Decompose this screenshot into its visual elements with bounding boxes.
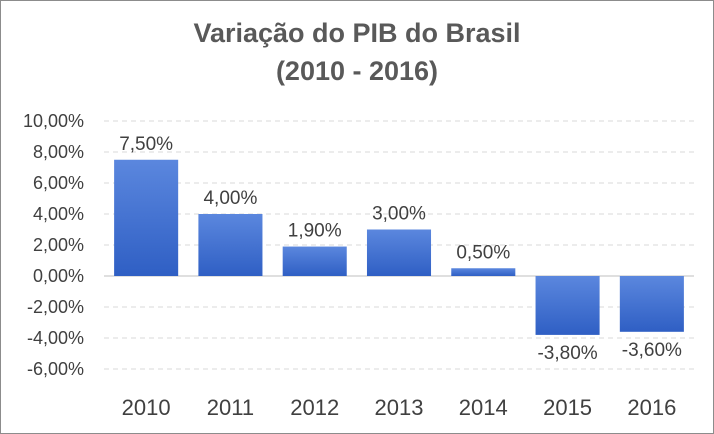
data-label: 1,90% xyxy=(288,221,342,242)
y-axis: 10,00% 8,00% 6,00% 4,00% 2,00% 0,00% -2,00% -4,… xyxy=(23,111,84,379)
y-tick-label: -6,00% xyxy=(27,359,84,379)
x-tick-label: 2011 xyxy=(207,395,254,420)
bars xyxy=(114,159,684,335)
bar-2013 xyxy=(366,229,432,276)
data-label: -3,80% xyxy=(537,343,597,364)
data-label: -3,60% xyxy=(622,340,682,361)
x-tick-label: 2016 xyxy=(627,395,676,420)
y-tick-label: -2,00% xyxy=(27,297,84,317)
x-tick-label: 2015 xyxy=(543,395,592,420)
x-tick-label: 2010 xyxy=(122,395,171,420)
data-label: 4,00% xyxy=(203,188,257,209)
y-tick-label: 4,00% xyxy=(33,204,84,224)
data-label: 3,00% xyxy=(372,204,426,225)
data-label: 0,50% xyxy=(456,242,510,263)
bar-2014 xyxy=(451,268,516,276)
bar-2012 xyxy=(282,246,347,276)
data-label: 7,50% xyxy=(119,134,173,155)
bar-2015 xyxy=(535,276,600,335)
x-axis: 2010 2011 2012 2013 2014 2015 2016 xyxy=(122,395,677,420)
y-tick-label: -4,00% xyxy=(27,328,84,348)
data-labels: 7,50% 4,00% 1,90% 3,00% 0,50% -3,80% -3,60% xyxy=(119,134,682,364)
x-tick-label: 2013 xyxy=(375,395,424,420)
chart-title-block: Variação do PIB do Brasil (2010 - 2016) xyxy=(0,14,714,90)
chart-title: Variação do PIB do Brasil xyxy=(193,18,521,48)
y-tick-label: 8,00% xyxy=(33,142,84,162)
y-tick-label: 6,00% xyxy=(33,173,84,193)
y-tick-label: 0,00% xyxy=(33,266,84,286)
chart-subtitle: (2010 - 2016) xyxy=(275,56,439,86)
x-tick-label: 2012 xyxy=(290,395,339,420)
bar-2010 xyxy=(114,159,179,276)
bar-2016 xyxy=(619,276,684,332)
x-tick-label: 2014 xyxy=(459,395,508,420)
y-tick-label: 10,00% xyxy=(23,111,84,131)
y-tick-label: 2,00% xyxy=(33,235,84,255)
bar-2011 xyxy=(198,214,263,276)
